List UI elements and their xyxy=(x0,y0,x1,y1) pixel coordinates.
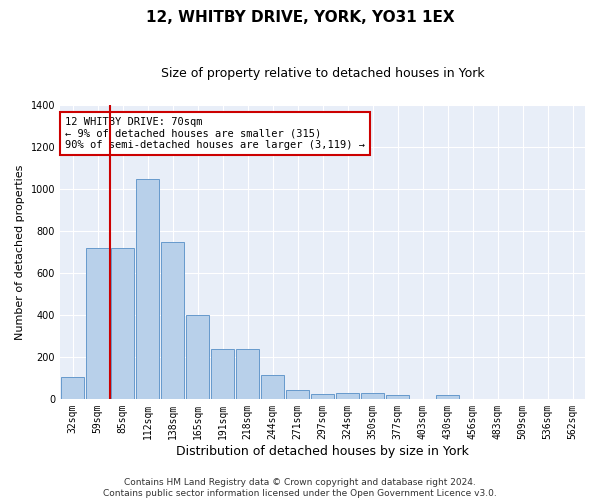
Bar xyxy=(336,393,359,399)
Y-axis label: Number of detached properties: Number of detached properties xyxy=(15,164,25,340)
Bar xyxy=(311,394,334,399)
Bar xyxy=(236,348,259,399)
Bar xyxy=(436,394,459,399)
Text: 12, WHITBY DRIVE, YORK, YO31 1EX: 12, WHITBY DRIVE, YORK, YO31 1EX xyxy=(146,10,454,25)
Bar xyxy=(386,394,409,399)
Bar xyxy=(161,242,184,399)
Bar xyxy=(186,315,209,399)
Bar xyxy=(361,393,384,399)
Bar xyxy=(61,377,84,399)
Text: Contains HM Land Registry data © Crown copyright and database right 2024.
Contai: Contains HM Land Registry data © Crown c… xyxy=(103,478,497,498)
Bar xyxy=(86,248,109,399)
Title: Size of property relative to detached houses in York: Size of property relative to detached ho… xyxy=(161,68,484,80)
Bar xyxy=(286,390,309,399)
Text: 12 WHITBY DRIVE: 70sqm
← 9% of detached houses are smaller (315)
90% of semi-det: 12 WHITBY DRIVE: 70sqm ← 9% of detached … xyxy=(65,117,365,150)
Bar xyxy=(261,374,284,399)
Bar xyxy=(211,348,234,399)
Bar xyxy=(111,248,134,399)
Bar xyxy=(136,178,159,399)
X-axis label: Distribution of detached houses by size in York: Distribution of detached houses by size … xyxy=(176,444,469,458)
